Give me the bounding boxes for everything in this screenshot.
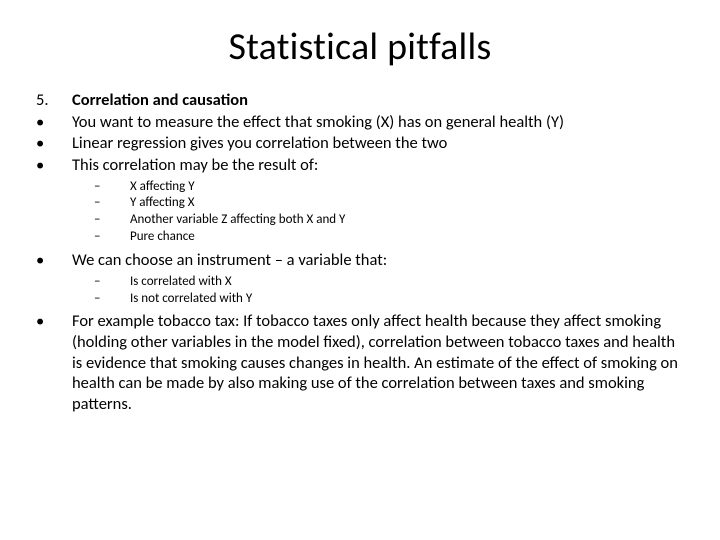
list-text: This correlation may be the result of: bbox=[70, 155, 684, 176]
dash-icon bbox=[36, 179, 128, 196]
list-item: You want to measure the effect that smok… bbox=[36, 112, 684, 133]
sublist-item: Is correlated with X bbox=[36, 274, 684, 291]
sublist-item: Pure chance bbox=[36, 229, 684, 246]
sublist-text: Another variable Z affecting both X and … bbox=[128, 212, 684, 229]
bullet-icon bbox=[36, 311, 70, 332]
sublist-text: Is not correlated with Y bbox=[128, 291, 684, 308]
dash-icon bbox=[36, 291, 128, 308]
sublist-item: Another variable Z affecting both X and … bbox=[36, 212, 684, 229]
sublist-item: Y affecting X bbox=[36, 195, 684, 212]
slide-body: 5. Correlation and causation You want to… bbox=[36, 90, 684, 415]
dash-icon bbox=[36, 212, 128, 229]
slide: Statistical pitfalls 5. Correlation and … bbox=[0, 0, 720, 540]
sublist-text: Is correlated with X bbox=[128, 274, 684, 291]
sublist-item: Is not correlated with Y bbox=[36, 291, 684, 308]
dash-icon bbox=[36, 229, 128, 246]
list-item: We can choose an instrument – a variable… bbox=[36, 250, 684, 271]
list-text: Linear regression gives you correlation … bbox=[70, 133, 684, 154]
list-item: Linear regression gives you correlation … bbox=[36, 133, 684, 154]
sublist-text: Pure chance bbox=[128, 229, 684, 246]
sublist-item: X affecting Y bbox=[36, 179, 684, 196]
list-item: For example tobacco tax: If tobacco taxe… bbox=[36, 311, 684, 414]
sublist-text: Y affecting X bbox=[128, 195, 684, 212]
list-heading: Correlation and causation bbox=[70, 90, 684, 111]
list-item: 5. Correlation and causation bbox=[36, 90, 684, 111]
list-number: 5. bbox=[36, 90, 70, 111]
list-item: This correlation may be the result of: bbox=[36, 155, 684, 176]
list-text: We can choose an instrument – a variable… bbox=[70, 250, 684, 271]
bullet-icon bbox=[36, 250, 70, 271]
list-text: For example tobacco tax: If tobacco taxe… bbox=[70, 311, 684, 414]
bullet-icon bbox=[36, 155, 70, 176]
list-text: You want to measure the effect that smok… bbox=[70, 112, 684, 133]
dash-icon bbox=[36, 274, 128, 291]
slide-title: Statistical pitfalls bbox=[36, 24, 684, 70]
bullet-icon bbox=[36, 133, 70, 154]
sublist-text: X affecting Y bbox=[128, 179, 684, 196]
bullet-icon bbox=[36, 112, 70, 133]
dash-icon bbox=[36, 195, 128, 212]
